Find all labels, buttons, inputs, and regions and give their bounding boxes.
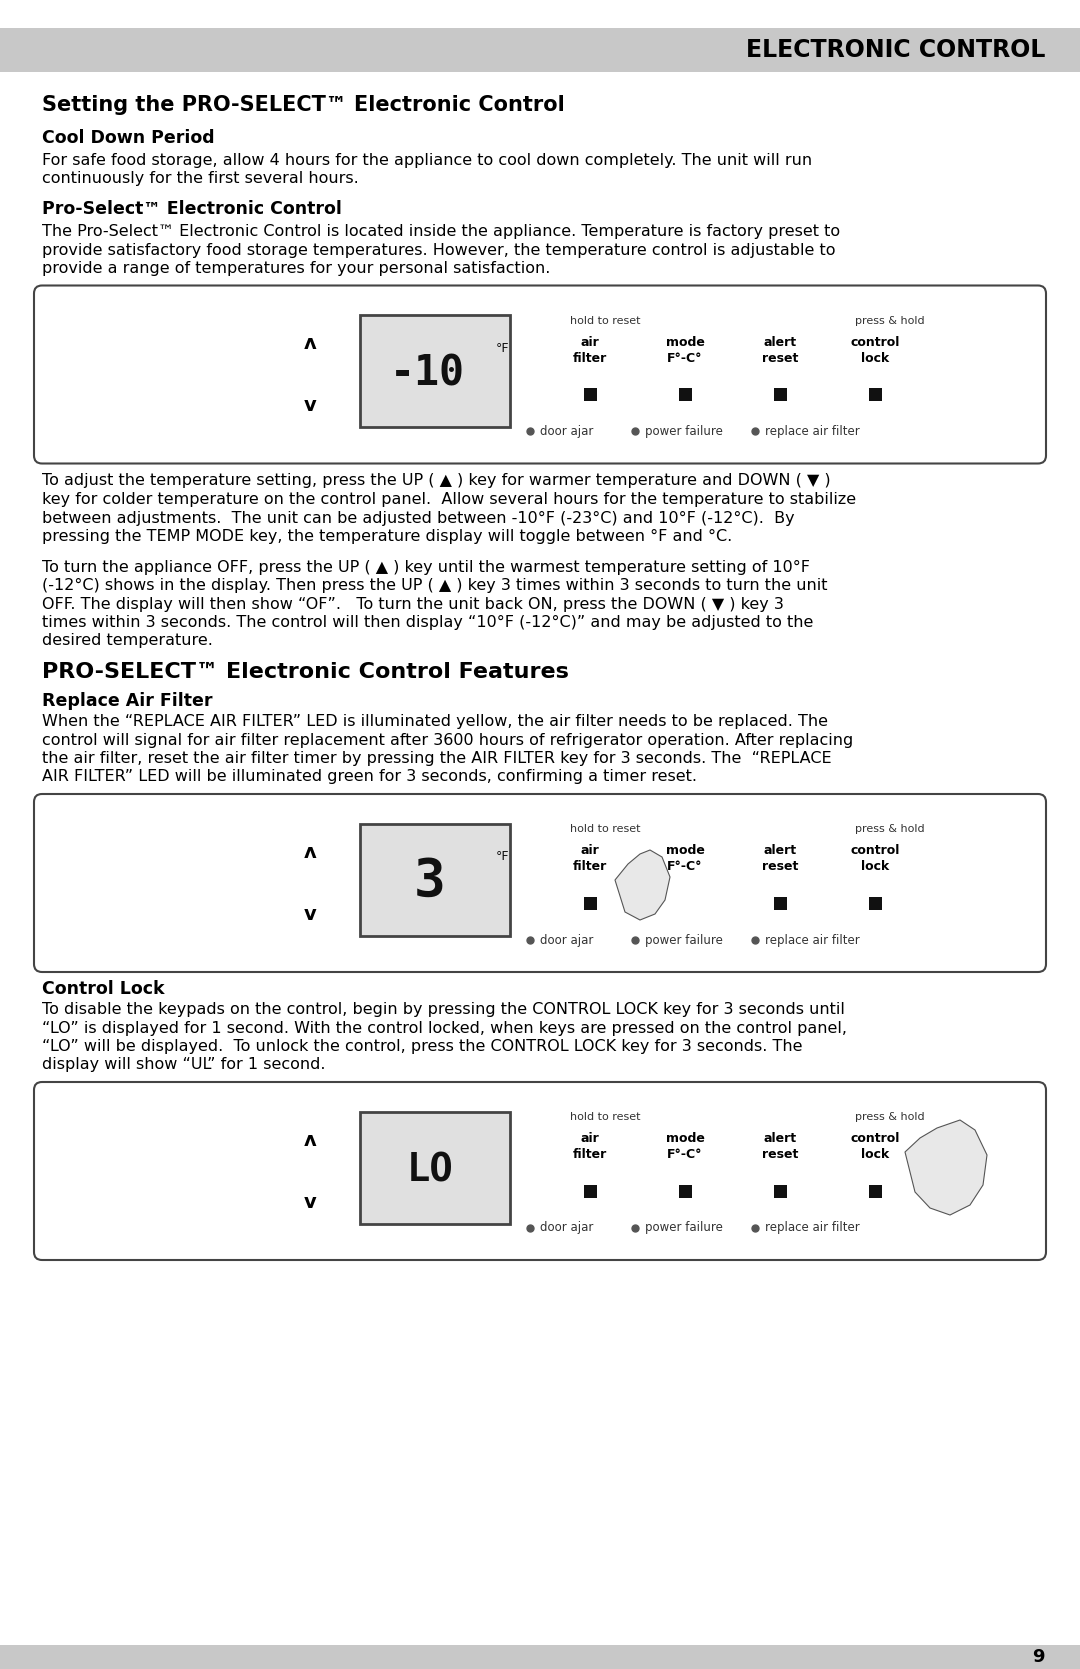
Bar xyxy=(0,28,1080,72)
Text: replace air filter: replace air filter xyxy=(765,1222,860,1235)
FancyBboxPatch shape xyxy=(33,794,1047,971)
Text: Replace Air Filter: Replace Air Filter xyxy=(42,693,213,709)
Bar xyxy=(360,1112,510,1223)
Text: “LO” is displayed for 1 second. With the control locked, when keys are pressed o: “LO” is displayed for 1 second. With the… xyxy=(42,1020,847,1035)
Text: alert
reset: alert reset xyxy=(761,845,798,873)
Text: alert
reset: alert reset xyxy=(761,335,798,364)
Text: between adjustments.  The unit can be adjusted between -10°F (-23°C) and 10°F (-: between adjustments. The unit can be adj… xyxy=(42,511,795,526)
Text: 9: 9 xyxy=(1032,1647,1045,1666)
Text: desired temperature.: desired temperature. xyxy=(42,634,213,649)
Text: power failure: power failure xyxy=(645,426,723,437)
Text: hold to reset: hold to reset xyxy=(570,315,640,325)
Text: The Pro-Select™ Electronic Control is located inside the appliance. Temperature : The Pro-Select™ Electronic Control is lo… xyxy=(42,224,840,239)
Text: -10: -10 xyxy=(390,352,464,394)
Text: °F: °F xyxy=(496,850,510,863)
Text: OFF. The display will then show “OF”.   To turn the unit back ON, press the DOWN: OFF. The display will then show “OF”. To… xyxy=(42,596,784,611)
Text: control
lock: control lock xyxy=(850,845,900,873)
Bar xyxy=(868,896,881,910)
Bar xyxy=(583,389,596,402)
Bar xyxy=(773,896,786,910)
Text: When the “REPLACE AIR FILTER” LED is illuminated yellow, the air filter needs to: When the “REPLACE AIR FILTER” LED is ill… xyxy=(42,714,828,729)
Text: °F: °F xyxy=(496,342,510,354)
Text: display will show “UL” for 1 second.: display will show “UL” for 1 second. xyxy=(42,1058,325,1073)
Text: replace air filter: replace air filter xyxy=(765,933,860,946)
Text: key for colder temperature on the control panel.  Allow several hours for the te: key for colder temperature on the contro… xyxy=(42,492,856,507)
Text: ʌ: ʌ xyxy=(303,334,316,354)
FancyBboxPatch shape xyxy=(33,285,1047,464)
Text: press & hold: press & hold xyxy=(855,315,924,325)
Text: PRO-SELECT™ Electronic Control Features: PRO-SELECT™ Electronic Control Features xyxy=(42,663,569,683)
Text: To adjust the temperature setting, press the UP ( ▲ ) key for warmer temperature: To adjust the temperature setting, press… xyxy=(42,474,831,489)
Polygon shape xyxy=(905,1120,987,1215)
Text: door ajar: door ajar xyxy=(540,933,593,946)
Bar xyxy=(360,315,510,427)
Text: air
filter: air filter xyxy=(572,1132,607,1162)
Text: v: v xyxy=(303,1192,316,1212)
Text: Control Lock: Control Lock xyxy=(42,980,164,998)
Text: ʌ: ʌ xyxy=(303,1130,316,1150)
Text: control
lock: control lock xyxy=(850,1132,900,1162)
Text: (-12°C) shows in the display. Then press the UP ( ▲ ) key 3 times within 3 secon: (-12°C) shows in the display. Then press… xyxy=(42,577,827,592)
Text: replace air filter: replace air filter xyxy=(765,426,860,437)
Text: To turn the appliance OFF, press the UP ( ▲ ) key until the warmest temperature : To turn the appliance OFF, press the UP … xyxy=(42,559,810,574)
Text: AIR FILTER” LED will be illuminated green for 3 seconds, confirming a timer rese: AIR FILTER” LED will be illuminated gree… xyxy=(42,769,697,784)
Text: hold to reset: hold to reset xyxy=(570,824,640,834)
Text: mode
F°-C°: mode F°-C° xyxy=(665,845,704,873)
Bar xyxy=(583,1185,596,1198)
Text: hold to reset: hold to reset xyxy=(570,1112,640,1122)
Text: provide satisfactory food storage temperatures. However, the temperature control: provide satisfactory food storage temper… xyxy=(42,242,836,257)
Bar xyxy=(583,896,596,910)
Text: control
lock: control lock xyxy=(850,335,900,364)
Text: power failure: power failure xyxy=(645,1222,723,1235)
Bar xyxy=(773,1185,786,1198)
Text: LO: LO xyxy=(407,1152,454,1188)
Bar xyxy=(678,1185,691,1198)
Text: mode
F°-C°: mode F°-C° xyxy=(665,1132,704,1162)
Text: v: v xyxy=(303,396,316,416)
Text: door ajar: door ajar xyxy=(540,1222,593,1235)
Text: continuously for the first several hours.: continuously for the first several hours… xyxy=(42,172,359,187)
Text: air
filter: air filter xyxy=(572,335,607,364)
Text: Setting the PRO-SELECT™ Electronic Control: Setting the PRO-SELECT™ Electronic Contr… xyxy=(42,95,565,115)
Text: times within 3 seconds. The control will then display “10°F (-12°C)” and may be : times within 3 seconds. The control will… xyxy=(42,614,813,629)
Bar xyxy=(773,389,786,402)
Text: press & hold: press & hold xyxy=(855,1112,924,1122)
Text: Pro-Select™ Electronic Control: Pro-Select™ Electronic Control xyxy=(42,200,342,219)
Text: Cool Down Period: Cool Down Period xyxy=(42,129,215,147)
Text: door ajar: door ajar xyxy=(540,426,593,437)
Bar xyxy=(360,824,510,936)
Bar xyxy=(678,389,691,402)
Text: ELECTRONIC CONTROL: ELECTRONIC CONTROL xyxy=(745,38,1045,62)
Bar xyxy=(0,1646,1080,1669)
Text: press & hold: press & hold xyxy=(855,824,924,834)
Bar xyxy=(868,389,881,402)
Text: power failure: power failure xyxy=(645,933,723,946)
Text: provide a range of temperatures for your personal satisfaction.: provide a range of temperatures for your… xyxy=(42,260,551,275)
Text: air
filter: air filter xyxy=(572,845,607,873)
Text: For safe food storage, allow 4 hours for the appliance to cool down completely. : For safe food storage, allow 4 hours for… xyxy=(42,154,812,169)
Text: mode
F°-C°: mode F°-C° xyxy=(665,335,704,364)
Text: ʌ: ʌ xyxy=(303,843,316,861)
Text: To disable the keypads on the control, begin by pressing the CONTROL LOCK key fo: To disable the keypads on the control, b… xyxy=(42,1001,845,1016)
Text: the air filter, reset the air filter timer by pressing the AIR FILTER key for 3 : the air filter, reset the air filter tim… xyxy=(42,751,832,766)
Text: control will signal for air filter replacement after 3600 hours of refrigerator : control will signal for air filter repla… xyxy=(42,733,853,748)
Text: alert
reset: alert reset xyxy=(761,1132,798,1162)
Text: “LO” will be displayed.  To unlock the control, press the CONTROL LOCK key for 3: “LO” will be displayed. To unlock the co… xyxy=(42,1040,802,1055)
Bar xyxy=(868,1185,881,1198)
FancyBboxPatch shape xyxy=(33,1082,1047,1260)
Text: pressing the TEMP MODE key, the temperature display will toggle between °F and °: pressing the TEMP MODE key, the temperat… xyxy=(42,529,732,544)
Text: 3: 3 xyxy=(414,856,446,908)
Polygon shape xyxy=(615,850,670,920)
Text: v: v xyxy=(303,905,316,923)
